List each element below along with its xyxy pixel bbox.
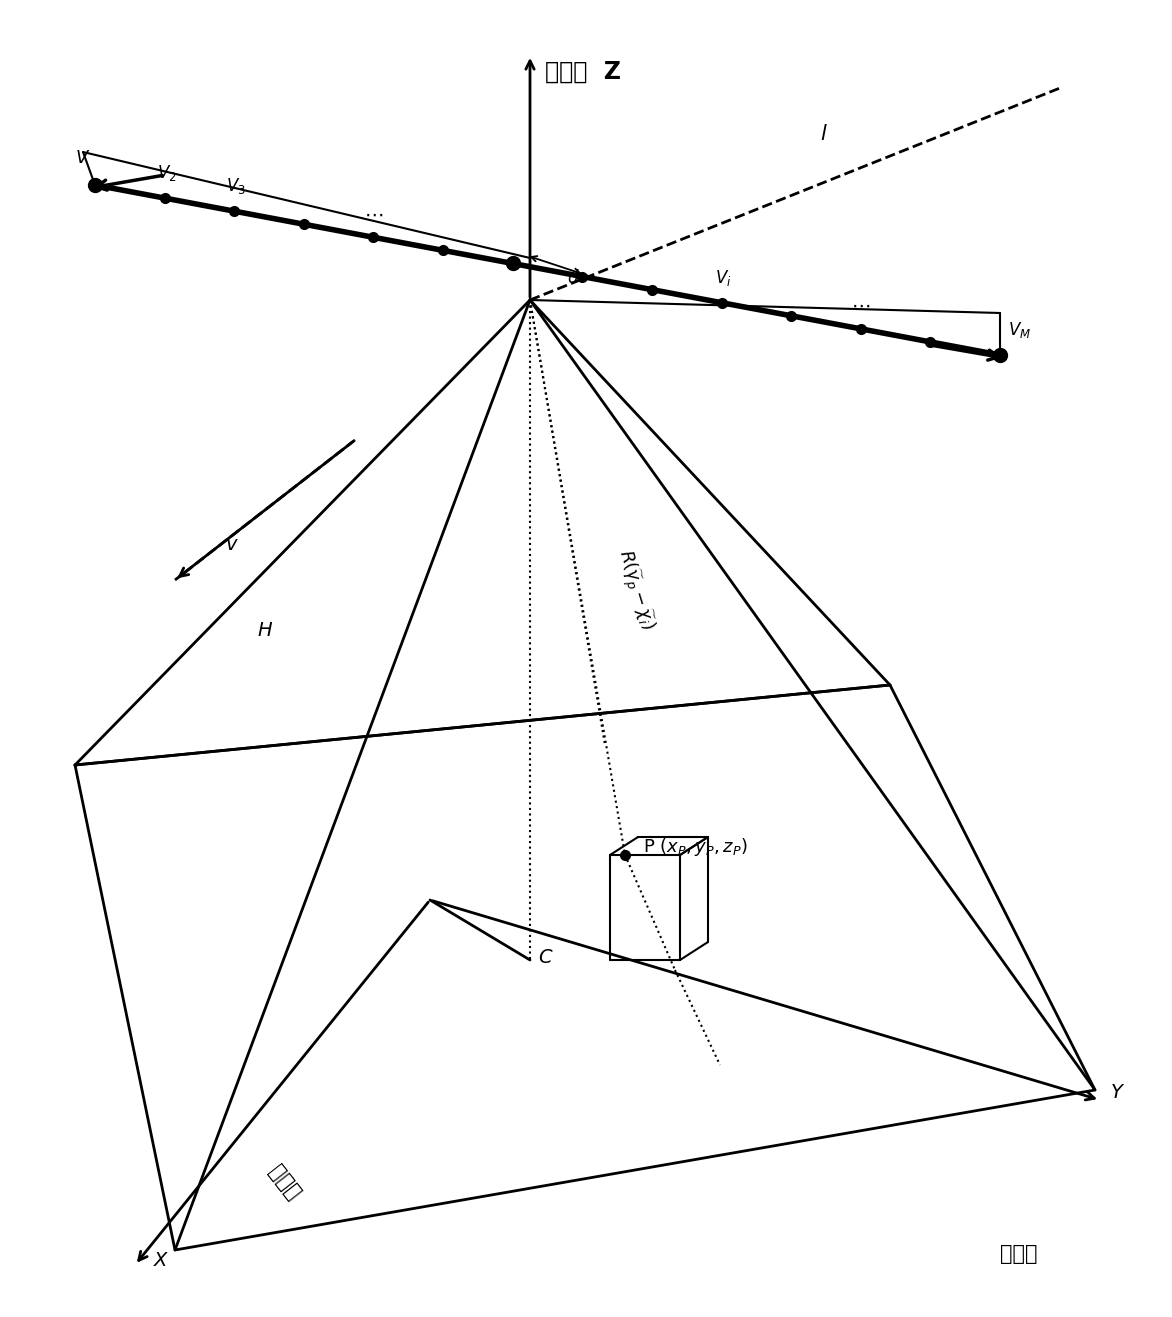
Text: $V_M$: $V_M$ xyxy=(1008,320,1031,340)
Text: $V$: $V$ xyxy=(75,149,90,167)
Text: $R(\widetilde{\gamma}_p - \widetilde{\chi}_i)$: $R(\widetilde{\gamma}_p - \widetilde{\ch… xyxy=(612,547,659,633)
Text: 跨航向: 跨航向 xyxy=(1000,1245,1037,1264)
Text: $Y$: $Y$ xyxy=(1110,1083,1125,1101)
Text: $\cdots$: $\cdots$ xyxy=(363,204,383,224)
Text: $V_2$: $V_2$ xyxy=(157,163,177,183)
Text: $C$: $C$ xyxy=(538,948,553,967)
Text: $\mathrm{P}\ (x_P, y_P, z_P)$: $\mathrm{P}\ (x_P, y_P, z_P)$ xyxy=(643,836,748,857)
Text: $X$: $X$ xyxy=(154,1251,170,1270)
Text: 方位向: 方位向 xyxy=(265,1162,304,1204)
Text: $l$: $l$ xyxy=(820,124,827,144)
Text: 高程向  Z: 高程向 Z xyxy=(545,61,621,84)
Text: $\cdots$: $\cdots$ xyxy=(851,296,871,315)
Text: $H$: $H$ xyxy=(257,620,273,640)
Text: $d$: $d$ xyxy=(567,269,580,287)
Text: $V_i$: $V_i$ xyxy=(715,267,731,287)
Text: $V_3$: $V_3$ xyxy=(226,176,246,196)
Text: $v$: $v$ xyxy=(225,535,239,554)
